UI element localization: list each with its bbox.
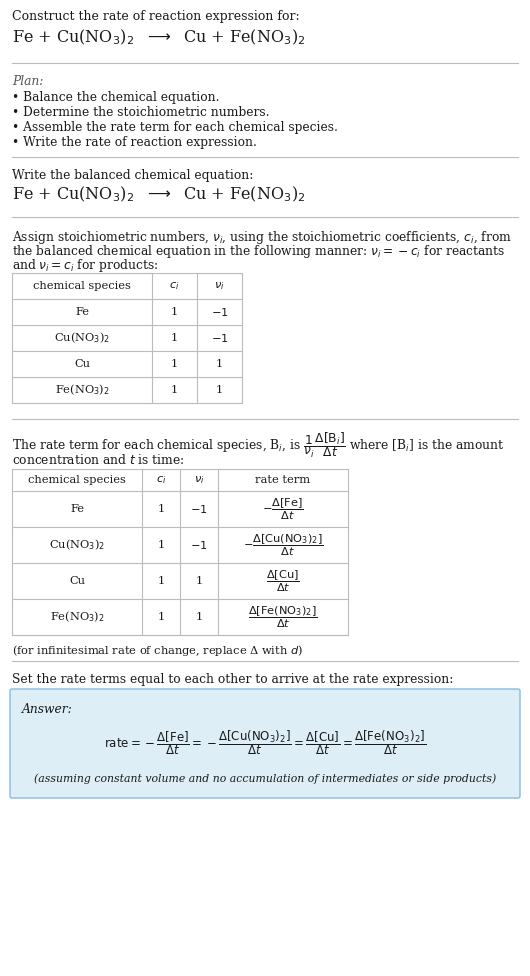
Text: chemical species: chemical species [28,475,126,485]
Text: $\mathrm{rate} = -\dfrac{\Delta[\mathrm{Fe}]}{\Delta t} = -\dfrac{\Delta[\mathrm: $\mathrm{rate} = -\dfrac{\Delta[\mathrm{… [104,729,426,757]
Text: Set the rate terms equal to each other to arrive at the rate expression:: Set the rate terms equal to each other t… [12,673,453,686]
Text: $\dfrac{\Delta[\mathrm{Cu}]}{\Delta t}$: $\dfrac{\Delta[\mathrm{Cu}]}{\Delta t}$ [266,568,300,593]
Text: 1: 1 [171,359,178,369]
Text: $-\dfrac{\Delta[\mathrm{Fe}]}{\Delta t}$: $-\dfrac{\Delta[\mathrm{Fe}]}{\Delta t}$ [262,496,304,522]
Text: 1: 1 [216,359,223,369]
Text: (for infinitesimal rate of change, replace Δ with $d$): (for infinitesimal rate of change, repla… [12,643,303,658]
Text: • Balance the chemical equation.: • Balance the chemical equation. [12,91,219,104]
Text: (assuming constant volume and no accumulation of intermediates or side products): (assuming constant volume and no accumul… [34,773,496,784]
Text: $-1$: $-1$ [190,539,208,551]
Text: Cu(NO$_3$)$_2$: Cu(NO$_3$)$_2$ [54,331,110,346]
Text: Plan:: Plan: [12,75,43,88]
Text: Assign stoichiometric numbers, $\nu_i$, using the stoichiometric coefficients, $: Assign stoichiometric numbers, $\nu_i$, … [12,229,512,246]
Text: rate term: rate term [255,475,311,485]
Text: and $\nu_i = c_i$ for products:: and $\nu_i = c_i$ for products: [12,257,158,274]
Text: Write the balanced chemical equation:: Write the balanced chemical equation: [12,169,253,182]
Text: Fe: Fe [75,307,89,317]
Text: 1: 1 [157,612,165,622]
Text: $c_i$: $c_i$ [156,474,166,486]
Text: Construct the rate of reaction expression for:: Construct the rate of reaction expressio… [12,10,299,23]
Text: 1: 1 [171,385,178,395]
Text: $\nu_i$: $\nu_i$ [214,280,225,292]
Text: Cu: Cu [74,359,90,369]
Text: Fe(NO$_3$)$_2$: Fe(NO$_3$)$_2$ [55,383,109,397]
Text: 1: 1 [157,576,165,586]
Text: • Write the rate of reaction expression.: • Write the rate of reaction expression. [12,136,257,149]
Text: the balanced chemical equation in the following manner: $\nu_i = -c_i$ for react: the balanced chemical equation in the fo… [12,243,505,260]
Text: Fe(NO$_3$)$_2$: Fe(NO$_3$)$_2$ [50,610,104,625]
Text: 1: 1 [196,612,202,622]
Text: 1: 1 [171,333,178,343]
Text: 1: 1 [216,385,223,395]
Text: 1: 1 [196,576,202,586]
Text: chemical species: chemical species [33,281,131,291]
FancyBboxPatch shape [10,689,520,798]
Text: • Determine the stoichiometric numbers.: • Determine the stoichiometric numbers. [12,106,269,119]
Text: $-1$: $-1$ [210,332,228,344]
Text: Fe + Cu(NO$_3$)$_2$  $\longrightarrow$  Cu + Fe(NO$_3$)$_2$: Fe + Cu(NO$_3$)$_2$ $\longrightarrow$ Cu… [12,28,305,48]
Text: • Assemble the rate term for each chemical species.: • Assemble the rate term for each chemic… [12,121,338,134]
Text: $-1$: $-1$ [210,306,228,318]
Text: 1: 1 [157,540,165,550]
Text: The rate term for each chemical species, B$_i$, is $\dfrac{1}{\nu_i}\dfrac{\Delt: The rate term for each chemical species,… [12,431,504,460]
Text: $-\dfrac{\Delta[\mathrm{Cu(NO_3)_2}]}{\Delta t}$: $-\dfrac{\Delta[\mathrm{Cu(NO_3)_2}]}{\D… [243,532,323,557]
Text: $\dfrac{\Delta[\mathrm{Fe(NO_3)_2}]}{\Delta t}$: $\dfrac{\Delta[\mathrm{Fe(NO_3)_2}]}{\De… [248,604,318,630]
Text: Cu(NO$_3$)$_2$: Cu(NO$_3$)$_2$ [49,538,105,552]
Text: Cu: Cu [69,576,85,586]
Text: $\nu_i$: $\nu_i$ [194,474,204,486]
Text: 1: 1 [157,504,165,514]
Text: $-1$: $-1$ [190,503,208,515]
Text: $c_i$: $c_i$ [169,280,180,292]
Text: Answer:: Answer: [22,703,73,716]
Text: 1: 1 [171,307,178,317]
Text: concentration and $t$ is time:: concentration and $t$ is time: [12,453,184,467]
Text: Fe + Cu(NO$_3$)$_2$  $\longrightarrow$  Cu + Fe(NO$_3$)$_2$: Fe + Cu(NO$_3$)$_2$ $\longrightarrow$ Cu… [12,185,305,204]
Text: Fe: Fe [70,504,84,514]
